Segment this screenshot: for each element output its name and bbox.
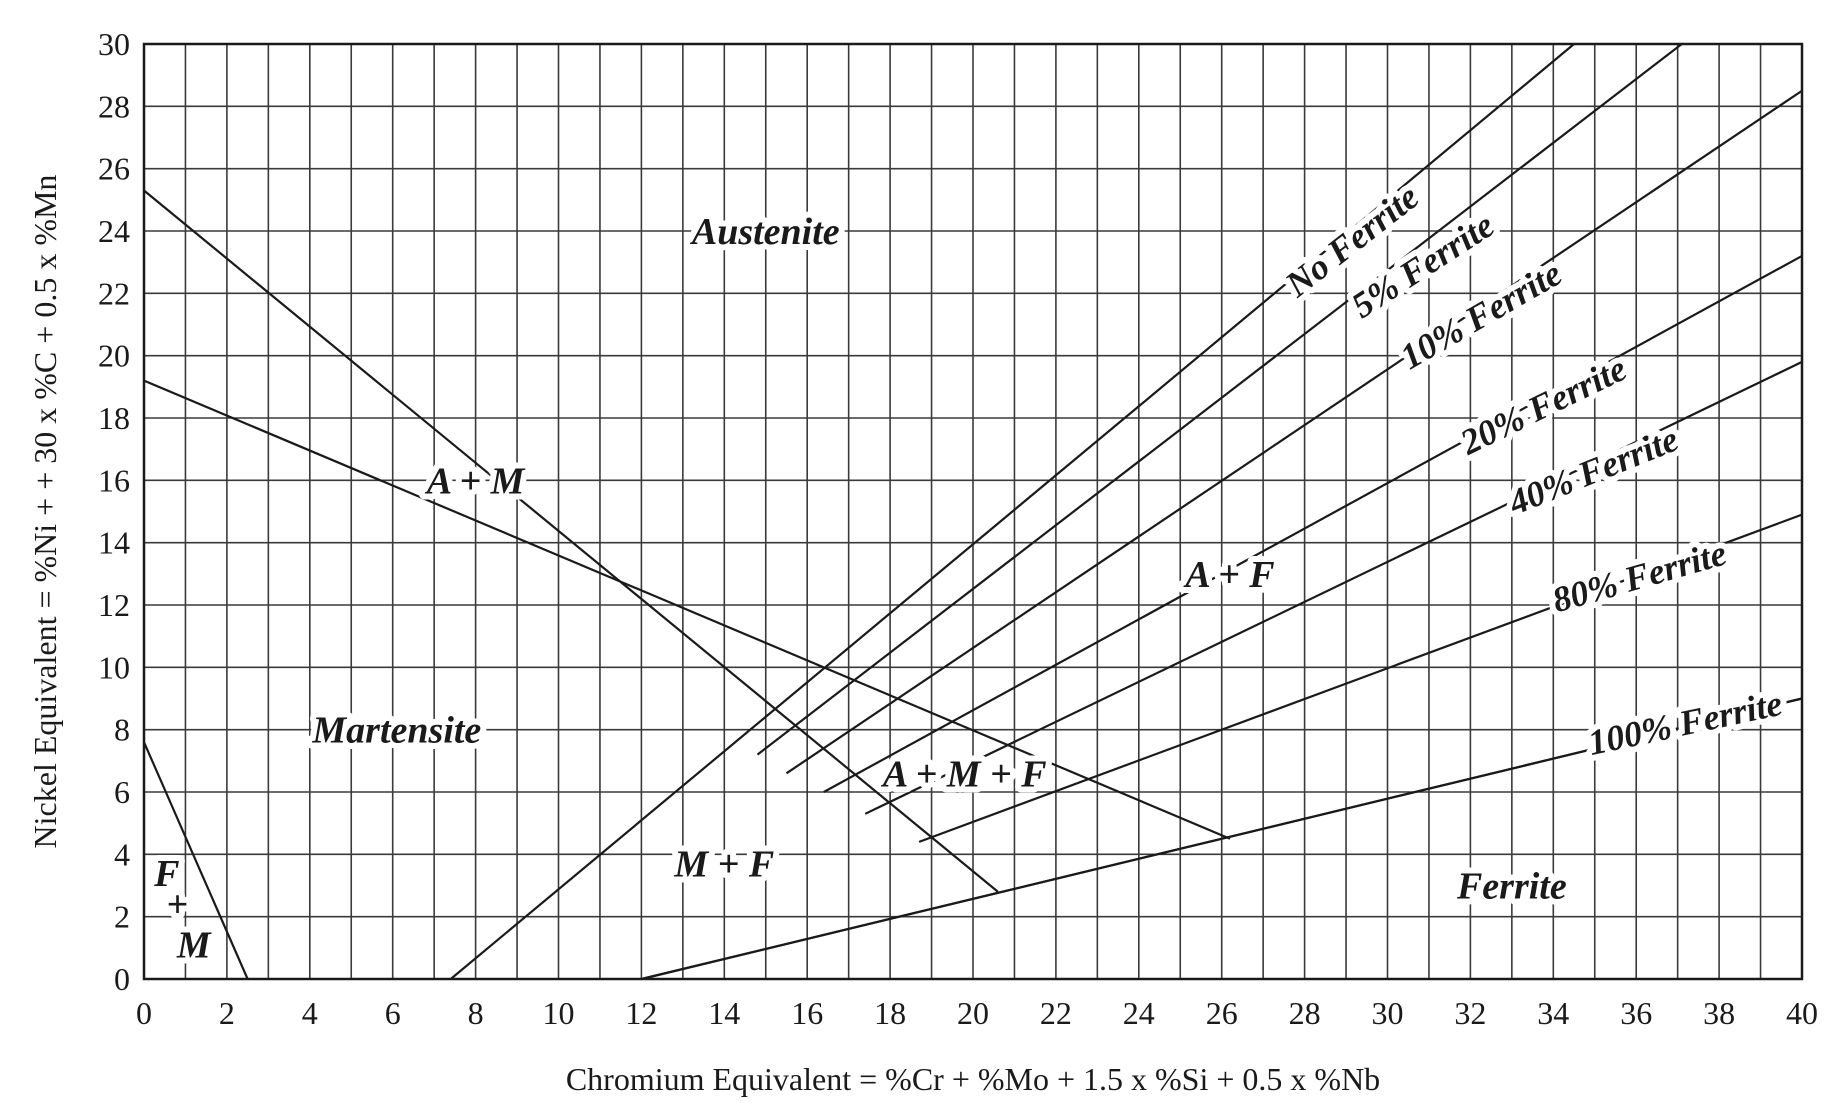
series-line-20-ferrite [823, 254, 1803, 793]
x-tick-label-12: 24 [1123, 995, 1155, 1031]
x-tick-label-18: 36 [1620, 995, 1652, 1031]
x-axis-ticks: 0 2 4 6 8 10 12 14 16 18 20 22 24 26 28 30 32 34 36 38 40 [136, 995, 1818, 1031]
y-tick-label-6: 12 [98, 587, 130, 623]
x-tick-label-3: 6 [385, 995, 401, 1031]
region-label-1: A + M [425, 460, 526, 502]
region-label-5: A + F [1183, 554, 1274, 596]
series-line-100-ferrite [641, 697, 1803, 981]
y-tick-label-9: 18 [98, 400, 130, 436]
x-tick-label-6: 12 [625, 995, 657, 1031]
ferrite-label-6: 100% Ferrite [1585, 683, 1786, 763]
x-tick-label-0: 0 [136, 995, 152, 1031]
series-line-40-ferrite [864, 360, 1803, 815]
x-tick-label-4: 8 [468, 995, 484, 1031]
x-tick-label-8: 16 [791, 995, 823, 1031]
labels: Austenite A + M Martensite M + F A + M + F A … [147, 170, 1792, 972]
region-label-4: A + M + F [881, 753, 1047, 795]
x-tick-label-2: 4 [302, 995, 318, 1031]
y-tick-label-5: 10 [98, 649, 130, 685]
x-tick-label-20: 40 [1786, 995, 1818, 1031]
series-lines [142, 43, 1803, 981]
x-tick-label-5: 10 [543, 995, 575, 1031]
region-label-8: + [166, 884, 188, 926]
series-line-boundary-0 [143, 189, 999, 893]
region-label-7: F [153, 853, 179, 895]
y-tick-label-0: 0 [114, 961, 130, 997]
x-tick-label-17: 34 [1537, 995, 1569, 1031]
series-line-boundary-2 [142, 741, 249, 980]
region-label-9: M [176, 925, 212, 967]
y-axis-title: Nickel Equivalent = %Ni + + 30 x %C + 0.… [27, 175, 63, 849]
x-tick-label-1: 2 [219, 995, 235, 1031]
y-tick-label-15: 30 [98, 26, 130, 62]
series-line-no-ferrite [450, 43, 1575, 980]
x-axis-title: Chromium Equivalent = %Cr + %Mo + 1.5 x … [566, 1061, 1380, 1097]
x-tick-label-14: 28 [1289, 995, 1321, 1031]
x-tick-label-16: 32 [1454, 995, 1486, 1031]
series-line-5-ferrite [756, 43, 1683, 756]
y-tick-label-7: 14 [98, 525, 130, 561]
region-label-3: M + F [673, 844, 774, 886]
grid [143, 43, 1803, 980]
x-tick-label-7: 14 [708, 995, 740, 1031]
ferrite-label-5: 80% Ferrite [1548, 533, 1731, 621]
y-tick-label-14: 28 [98, 88, 130, 124]
series-line-10-ferrite [785, 89, 1803, 775]
y-tick-label-13: 26 [98, 151, 130, 187]
x-tick-label-19: 38 [1703, 995, 1735, 1031]
x-tick-label-15: 30 [1372, 995, 1404, 1031]
region-label-2: Martensite [311, 710, 481, 752]
series-line-boundary-1 [143, 379, 1231, 840]
region-label-0: Austenite [690, 211, 840, 253]
y-tick-label-10: 20 [98, 338, 130, 374]
y-tick-label-3: 6 [114, 774, 130, 810]
y-tick-label-8: 16 [98, 462, 130, 498]
region-label-6: Ferrite [1456, 866, 1567, 908]
series-line-80-ferrite [918, 513, 1803, 843]
y-tick-label-12: 24 [98, 213, 130, 249]
y-tick-label-4: 8 [114, 712, 130, 748]
y-tick-label-11: 22 [98, 275, 130, 311]
y-tick-label-1: 2 [114, 899, 130, 935]
x-tick-label-13: 26 [1206, 995, 1238, 1031]
y-tick-label-2: 4 [114, 836, 130, 872]
plot-frame [142, 42, 1804, 981]
x-tick-label-11: 22 [1040, 995, 1072, 1031]
x-tick-label-9: 18 [874, 995, 906, 1031]
x-tick-label-10: 20 [957, 995, 989, 1031]
